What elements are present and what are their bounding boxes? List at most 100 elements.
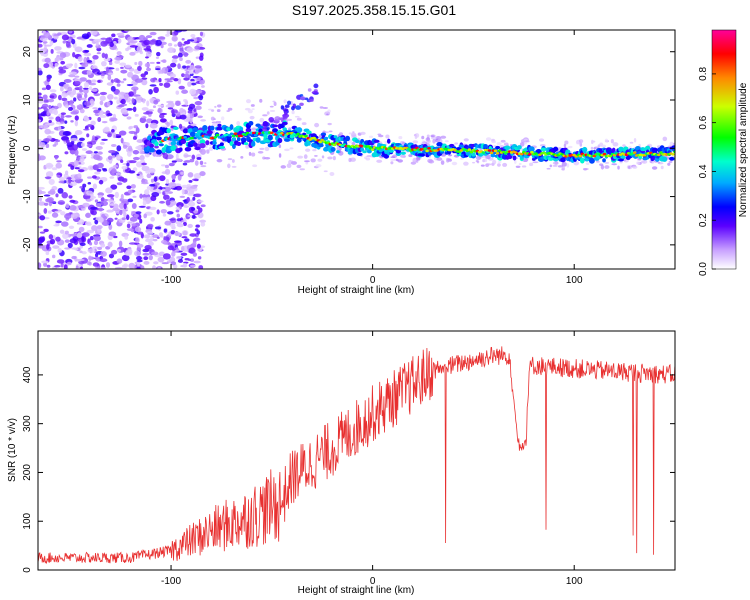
spectrogram-cell (554, 160, 558, 165)
spectrogram-cell (192, 240, 197, 247)
spectrogram-cell (65, 115, 72, 118)
spectrogram-cell (299, 102, 304, 106)
spectrogram-cell (286, 100, 292, 105)
spectrogram-cell (436, 157, 443, 161)
spectrogram-cell (126, 223, 131, 229)
spectrogram-cell (199, 139, 206, 145)
spectrogram-cell (480, 164, 485, 167)
spectrogram-cell (91, 88, 98, 92)
spectrogram-cell (40, 35, 46, 39)
spectrogram-cell (63, 264, 68, 269)
spectrogram-cell (101, 61, 107, 67)
spectrogram-cell (126, 151, 132, 157)
spectrogram-x-label: Height of straight line (km) (298, 285, 415, 296)
spectrogram-cell (187, 258, 191, 261)
spectrogram-cell (251, 127, 257, 131)
spectrogram-cell (61, 34, 70, 41)
spectrogram-cell (147, 223, 154, 228)
spectrogram-cell (90, 206, 98, 210)
spectrogram-cell (164, 78, 172, 81)
spectrogram-cell (171, 174, 176, 180)
spectrogram-cell (133, 213, 139, 218)
spectrogram-cell (641, 159, 648, 164)
spectrogram-cell (281, 121, 288, 126)
spectrogram-cell (362, 150, 367, 154)
spectrogram-cell (65, 41, 71, 48)
spectrogram-cell (483, 144, 488, 149)
spectrogram-cell (170, 141, 177, 146)
spectrogram-cell (304, 160, 310, 163)
spectrogram-cell (628, 165, 631, 169)
spectrogram-cell (102, 111, 107, 114)
spectrogram-cell (139, 193, 143, 199)
spectrogram-cell (116, 32, 125, 36)
spectrogram-cell (288, 159, 293, 165)
y-tick-label: 200 (22, 464, 33, 481)
spectrogram-cell (44, 57, 51, 63)
spectrogram-cell (563, 143, 567, 148)
spectrogram-cell (157, 36, 166, 40)
spectrogram-cell (64, 170, 69, 176)
spectrogram-cell (157, 266, 161, 269)
spectrogram-cell (165, 179, 170, 184)
spectrogram-cell (144, 244, 152, 250)
spectrogram-cell (120, 159, 124, 163)
spectrogram-cell (179, 195, 186, 198)
spectrogram-cell (154, 141, 159, 147)
spectrogram-cell (390, 161, 394, 165)
spectrogram-cell (578, 154, 583, 158)
spectrogram-cell (213, 135, 218, 139)
spectrogram-cell (79, 85, 83, 91)
spectrogram-cell (144, 62, 151, 68)
spectrogram-cell (38, 70, 43, 76)
spectrogram-cell (259, 133, 264, 137)
spectrogram-cell (91, 175, 97, 179)
spectrogram-cell (74, 120, 79, 127)
spectrogram-cell (59, 57, 64, 61)
spectrogram-cell (40, 125, 49, 130)
colorbar-tick-label: 0.2 (698, 213, 709, 227)
spectrogram-cell (83, 128, 90, 131)
spectrogram-cell (180, 171, 185, 175)
spectrogram-cell (131, 223, 137, 227)
spectrogram-cell (132, 135, 137, 140)
spectrogram-cell (231, 134, 236, 138)
spectrogram-cell (65, 63, 73, 69)
spectrogram-cell (427, 146, 431, 150)
spectrogram-cell (504, 145, 511, 151)
spectrogram-cell (73, 97, 77, 102)
spectrogram-cell (141, 162, 147, 166)
spectrogram-cell (130, 40, 138, 44)
spectrogram-cell (89, 38, 94, 41)
spectrogram-cell (120, 80, 125, 84)
spectrogram-cell (78, 219, 85, 225)
spectrogram-cell (100, 37, 107, 40)
spectrogram-cell (138, 34, 146, 42)
spectrogram-cell (610, 139, 614, 144)
spectrogram-cell (491, 138, 495, 142)
spectrogram-cell (388, 149, 394, 153)
spectrogram-cell (97, 194, 103, 199)
spectrogram-cell (144, 153, 150, 158)
spectrogram-cell (38, 107, 43, 110)
spectrogram-cell (575, 140, 580, 145)
spectrogram-cell (662, 136, 668, 142)
spectrogram-cell (43, 194, 51, 197)
spectrogram-cell (211, 122, 218, 127)
spectrogram-cell (100, 200, 109, 206)
spectrogram-cell (651, 147, 658, 153)
spectrogram-cell (69, 99, 74, 106)
spectrogram-cell (173, 44, 178, 47)
spectrogram-cell (108, 61, 113, 66)
spectrogram-cell (599, 163, 604, 166)
spectrogram-cell (390, 156, 396, 159)
spectrogram-cell (176, 202, 184, 208)
spectrogram-cell (408, 154, 413, 158)
spectrogram-cell (491, 140, 496, 144)
spectrogram-cell (602, 152, 607, 156)
spectrogram-cell (56, 259, 65, 264)
spectrogram-cell (143, 112, 150, 115)
spectrogram-cell (149, 122, 158, 129)
spectrogram-cell (204, 162, 207, 165)
spectrogram-cell (38, 262, 42, 269)
